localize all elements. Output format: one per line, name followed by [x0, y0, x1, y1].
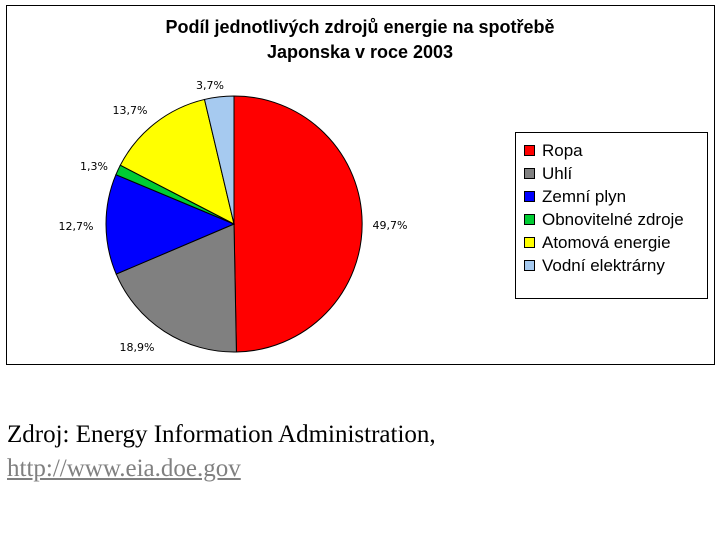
legend-item: Obnovitelné zdroje — [524, 206, 707, 233]
pie-data-label: 12,7% — [59, 220, 94, 233]
pie-data-label: 1,3% — [80, 160, 108, 173]
pie-slice-2 — [115, 223, 237, 353]
legend-item: Ropa — [524, 137, 707, 164]
pie-data-label: 3,7% — [196, 79, 224, 92]
legend-label: Uhlí — [542, 163, 573, 183]
legend-swatch — [524, 237, 535, 248]
legend-swatch — [524, 260, 535, 271]
legend-item: Uhlí — [524, 160, 707, 187]
legend-label: Zemní plyn — [542, 186, 627, 206]
chart-title-line-2: Japonska v roce 2003 — [266, 42, 454, 62]
legend-swatch — [524, 145, 535, 156]
legend-label: Ropa — [542, 140, 583, 160]
legend-label: Atomová energie — [542, 232, 671, 252]
legend-item: Atomová energie — [524, 229, 707, 256]
pie-slice-6 — [203, 95, 235, 225]
source-link[interactable]: http://www.eia.doe.gov — [7, 455, 241, 482]
legend-swatch — [524, 168, 535, 179]
legend-item: Vodní elektrárny — [524, 252, 707, 279]
chart-legend: Ropa Uhlí Zemní plyn Obnovitelné zdroje Atom… — [515, 132, 708, 299]
legend-swatch — [524, 214, 535, 225]
source-text: Zdroj: Energy Information Administration… — [7, 421, 436, 448]
pie-data-label: 18,9% — [120, 341, 155, 354]
chart-title: Podíl jednotlivých zdrojů energie na spo… — [10, 15, 710, 65]
legend-item: Zemní plyn — [524, 183, 707, 210]
legend-label: Obnovitelné zdroje — [542, 209, 684, 229]
pie-slice-5 — [119, 98, 235, 225]
legend-swatch — [524, 191, 535, 202]
chart-title-line-1: Podíl jednotlivých zdrojů energie na spo… — [165, 17, 555, 37]
pie-data-label: 49,7% — [373, 219, 408, 232]
pie-slice-1 — [233, 95, 363, 353]
legend-label: Vodní elektrárny — [542, 255, 665, 275]
pie-data-label: 13,7% — [113, 104, 148, 117]
pie-slice-3 — [105, 173, 236, 275]
